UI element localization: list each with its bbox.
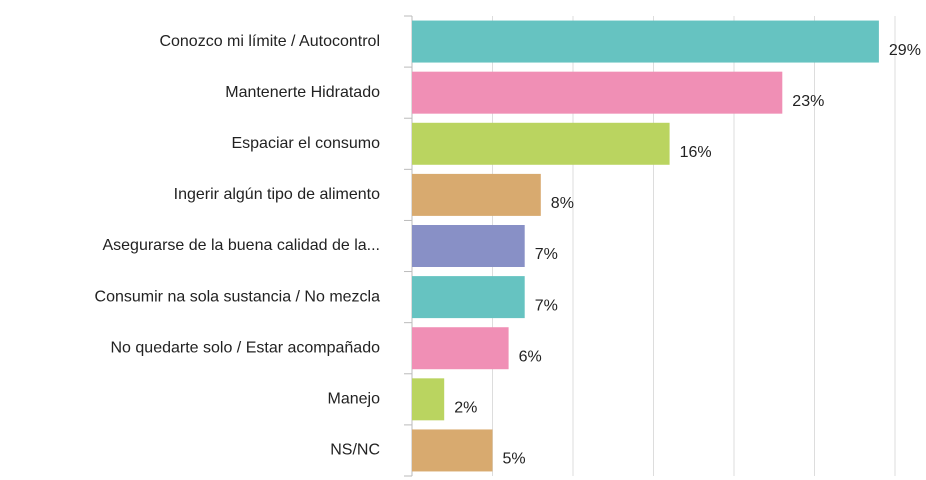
y-tick-label: NS/NC [330, 442, 380, 459]
bar [412, 429, 493, 472]
value-label: 7% [535, 246, 558, 263]
y-tick-label: Consumir na sola sustancia / No mezcla [95, 288, 381, 305]
value-label: 7% [535, 297, 558, 314]
value-label: 2% [454, 400, 477, 417]
y-tick-label: No quedarte solo / Estar acompañado [111, 339, 381, 356]
value-label: 5% [503, 451, 526, 468]
value-label: 23% [792, 93, 824, 110]
value-label: 6% [519, 348, 542, 365]
bar [412, 327, 509, 370]
y-tick-label: Asegurarse de la buena calidad de la... [102, 237, 380, 254]
value-label: 16% [680, 144, 712, 161]
y-tick-label: Mantenerte Hidratado [225, 84, 380, 101]
value-label: 29% [889, 42, 921, 59]
y-tick-label: Conozco mi límite / Autocontrol [159, 33, 380, 50]
y-tick-label: Espaciar el consumo [231, 135, 380, 152]
value-label: 8% [551, 195, 574, 212]
bar [412, 378, 445, 421]
y-tick-label: Manejo [328, 391, 381, 408]
bar [412, 225, 525, 267]
y-tick-label: Ingerir algún tipo de alimento [174, 186, 380, 203]
bar [412, 71, 783, 114]
bar [412, 122, 670, 165]
bar [412, 276, 525, 319]
bar [412, 20, 879, 63]
bar [412, 173, 541, 216]
